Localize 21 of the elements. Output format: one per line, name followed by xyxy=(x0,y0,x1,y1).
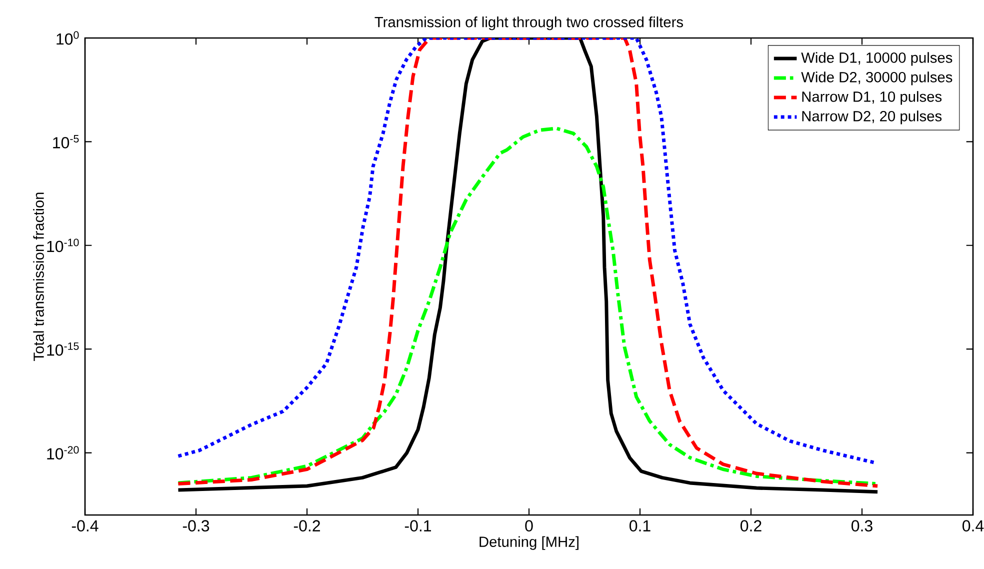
x-tick-label: -0.3 xyxy=(182,520,210,532)
x-tick-label: 0.2 xyxy=(740,520,762,532)
legend-label: Narrow D2, 20 pulses xyxy=(802,110,942,124)
y-tick-label: 10$^{-15}$ xyxy=(47,342,79,356)
legend-label: Wide D1, 10000 pulses xyxy=(801,52,952,66)
x-axis-title: Detuning [MHz] xyxy=(480,536,578,550)
x-tick-label: 0 xyxy=(525,520,533,532)
x-tick-label: 0.4 xyxy=(962,520,984,532)
x-tick-label: 0.1 xyxy=(630,520,650,532)
y-tick-label: 10$^{-10}$ xyxy=(47,238,79,252)
legend-label: Narrow D1, 10 pulses xyxy=(802,91,942,105)
y-tick-label: 10$^{0}$ xyxy=(56,31,79,45)
legend-label: Wide D2, 30000 pulses xyxy=(801,72,952,86)
y-tick-label: 10$^{-5}$ xyxy=(53,135,79,148)
x-tick-label: -0.4 xyxy=(72,520,98,532)
x-tick-label: -0.2 xyxy=(294,520,320,532)
x-tick-label: -0.1 xyxy=(404,520,431,532)
y-axis-title: Total transmission fraction xyxy=(33,192,44,361)
chart-title: Transmission of light through two crossed filters xyxy=(374,16,684,30)
y-tick-label: 10$^{-20}$ xyxy=(47,446,79,460)
x-tick-label: 0.3 xyxy=(852,520,872,532)
